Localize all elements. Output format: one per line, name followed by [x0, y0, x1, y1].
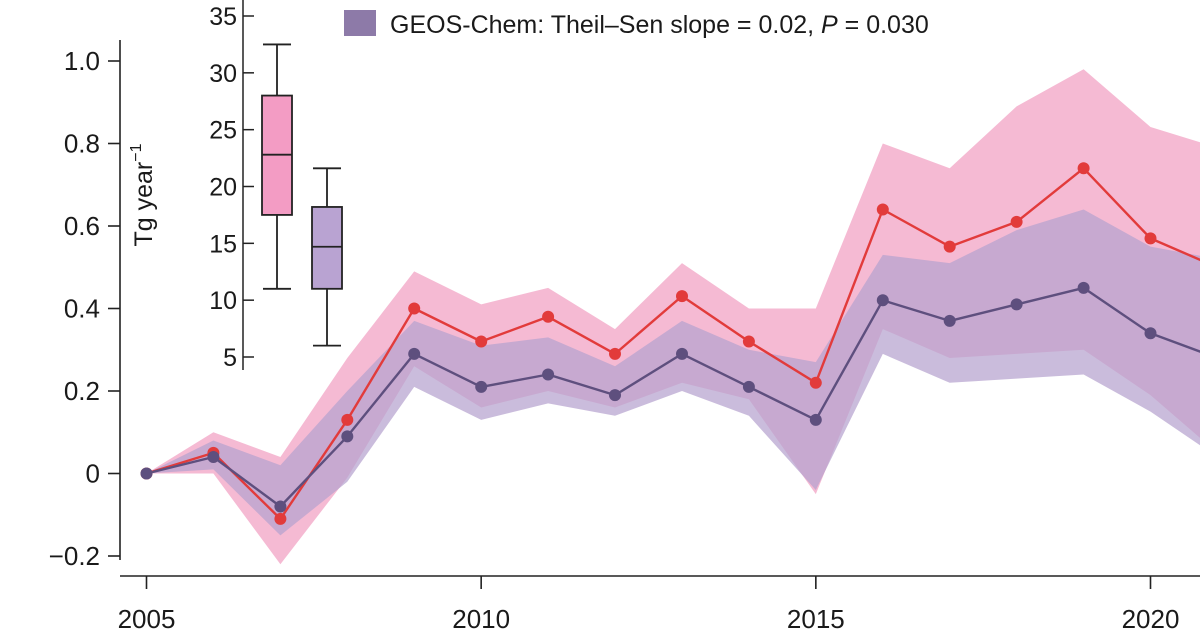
legend: GEOS-Chem: Theil–Sen slope = 0.02, P = 0… [344, 10, 929, 39]
inset-y-axis-label: Tg year−1 [128, 143, 158, 246]
legend-label: GEOS-Chem: Theil–Sen slope = 0.02, P = 0… [390, 11, 929, 39]
legend-swatch [344, 10, 376, 36]
inset-y-tick-label: 20 [209, 174, 237, 202]
inset-y-tick-label: 35 [209, 3, 237, 31]
y-tick-label: 0.2 [64, 376, 100, 406]
x-tick-label: 2015 [787, 604, 845, 630]
pink-box [261, 43, 293, 290]
purple-box-body [311, 206, 343, 290]
red-series-point [876, 203, 889, 216]
purple-series-point [1077, 281, 1090, 294]
purple-series-point [207, 451, 220, 463]
purple-series-point [676, 347, 688, 360]
purple-series-point [943, 314, 956, 327]
inset-y-tick-label: 15 [209, 230, 237, 258]
red-series-point [809, 376, 822, 389]
purple-series-point [408, 347, 421, 360]
x-tick-label: 2005 [118, 604, 176, 630]
red-series-point [475, 335, 488, 348]
x-tick-label: 2020 [1122, 604, 1180, 630]
red-series-point [1144, 232, 1157, 245]
purple-series-point [742, 380, 755, 393]
red-series-point [408, 302, 421, 315]
x-tick-label: 2010 [452, 604, 510, 630]
y-tick-label: 0 [86, 459, 100, 489]
purple-series-band [146, 209, 1200, 536]
purple-series-point [475, 380, 488, 393]
inset-y-tick-label: 5 [223, 344, 237, 372]
inset-boxes [261, 43, 343, 347]
inset-y-axis-label-superscript: −1 [128, 143, 145, 161]
y-tick-label: 0.4 [64, 294, 100, 324]
purple-box [311, 167, 343, 347]
y-tick-label: −0.2 [49, 541, 100, 571]
purple-series-point [1144, 327, 1157, 340]
red-series-point [1077, 162, 1090, 175]
uncertainty-bands [146, 69, 1200, 565]
red-series-point [274, 512, 287, 525]
purple-series-point [341, 430, 354, 443]
red-series-point [742, 335, 755, 348]
red-series-point [1010, 215, 1023, 228]
red-series-point [341, 413, 354, 426]
purple-series-point [542, 368, 555, 381]
purple-series-point [609, 389, 621, 402]
y-tick-label: 0.8 [64, 129, 100, 159]
y-tick-label: 0.6 [64, 211, 100, 241]
inset-y-tick-label: 10 [209, 287, 237, 315]
inset-box-plot: 5 10 15 20 25 30 35 Tg year−1 [128, 0, 343, 372]
inset-y-tick-label: 30 [209, 60, 237, 88]
purple-series-point [809, 413, 822, 426]
purple-series-point [1010, 298, 1023, 311]
red-series-point [609, 347, 621, 360]
purple-series-point [140, 467, 153, 480]
series-markers [140, 162, 1157, 525]
red-series-point [542, 310, 555, 323]
y-tick-label: 1.0 [64, 46, 100, 76]
red-series-band [146, 69, 1200, 565]
inset-y-tick-label: 25 [209, 117, 237, 145]
red-series-point [943, 240, 956, 253]
purple-series-point [274, 500, 287, 513]
red-series-point [676, 290, 688, 303]
inset-y-axis: 5 10 15 20 25 30 35 [209, 0, 254, 372]
purple-series-point [876, 294, 889, 307]
